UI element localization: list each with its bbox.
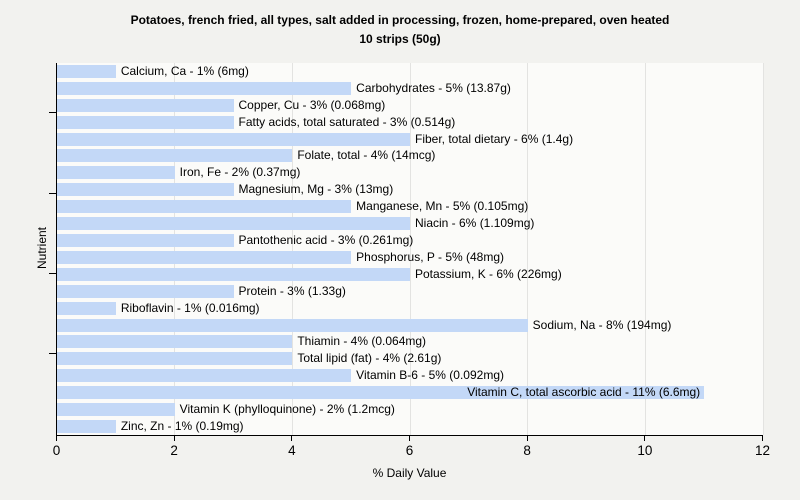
bar-row: Total lipid (fat) - 4% (2.61g) xyxy=(57,350,763,367)
x-tick-mark xyxy=(526,436,528,441)
bar xyxy=(57,64,116,78)
bar-label: Vitamin C, total ascorbic acid - 11% (6.… xyxy=(467,385,701,400)
bar xyxy=(57,234,234,248)
bar xyxy=(57,420,116,434)
bar-label: Pantothenic acid - 3% (0.261mg) xyxy=(238,233,414,248)
x-tick-label: 0 xyxy=(52,443,61,458)
bar xyxy=(57,284,234,298)
bar-row: Protein - 3% (1.33g) xyxy=(57,283,763,300)
x-tick-mark xyxy=(173,436,175,441)
plot-area: Calcium, Ca - 1% (6mg) Carbohydrates - 5%… xyxy=(49,63,764,436)
bar-row: Manganese, Mn - 5% (0.105mg) xyxy=(57,198,763,215)
bar xyxy=(57,132,410,146)
gridline-x-8 xyxy=(527,63,529,435)
x-tick-mark xyxy=(762,436,763,441)
bar-label: Vitamin K (phylloquinone) - 2% (1.2mcg) xyxy=(179,402,395,417)
bar-row: Folate, total - 4% (14mcg) xyxy=(57,148,763,165)
bar-row: Riboflavin - 1% (0.016mg) xyxy=(57,300,763,317)
bar-row: Copper, Cu - 3% (0.068mg) xyxy=(57,97,763,114)
x-tick-label: 2 xyxy=(170,443,178,458)
bar-label: Fiber, total dietary - 6% (1.4g) xyxy=(415,131,574,146)
bar-label: Fatty acids, total saturated - 3% (0.514… xyxy=(238,114,456,129)
bar xyxy=(57,166,175,180)
bar-row: Niacin - 6% (1.109mg) xyxy=(57,215,763,232)
bar-row: Sodium, Na - 8% (194mg) xyxy=(57,317,763,334)
bar xyxy=(57,149,293,163)
y-tick-mark xyxy=(49,193,57,194)
bar-label: Carbohydrates - 5% (13.87g) xyxy=(356,80,511,95)
x-tick-label: 10 xyxy=(637,443,653,458)
bar-label: Manganese, Mn - 5% (0.105mg) xyxy=(356,199,529,214)
bar-label: Folate, total - 4% (14mcg) xyxy=(297,148,436,163)
bar xyxy=(57,369,352,383)
bar-row: Vitamin K (phylloquinone) - 2% (1.2mcg) xyxy=(57,401,763,418)
bar-row: Zinc, Zn - 1% (0.19mg) xyxy=(57,418,763,435)
bar-row: Phosphorus, P - 5% (48mg) xyxy=(57,249,763,266)
bar-label: Potassium, K - 6% (226mg) xyxy=(415,266,562,281)
y-tick-mark xyxy=(49,112,57,113)
bar-row: Calcium, Ca - 1% (6mg) xyxy=(57,63,763,80)
bar-label: Iron, Fe - 2% (0.37mg) xyxy=(179,165,301,180)
bar-label: Thiamin - 4% (0.064mg) xyxy=(297,334,427,349)
bar xyxy=(57,318,528,332)
x-axis-label: % Daily Value xyxy=(372,466,447,480)
gridline-x-12 xyxy=(762,63,764,435)
bar-row: Magnesium, Mg - 3% (13mg) xyxy=(57,181,763,198)
gridline-x-2 xyxy=(174,63,176,435)
gridline-x-10 xyxy=(644,63,646,435)
x-tick-mark xyxy=(409,436,410,441)
bar-row: Potassium, K - 6% (226mg) xyxy=(57,266,763,283)
bar-label: Calcium, Ca - 1% (6mg) xyxy=(120,63,249,78)
x-tick-label: 8 xyxy=(523,443,531,458)
bar-row: Thiamin - 4% (0.064mg) xyxy=(57,334,763,351)
bar-label: Copper, Cu - 3% (0.068mg) xyxy=(238,97,386,112)
bar-row: Pantothenic acid - 3% (0.261mg) xyxy=(57,232,763,249)
chart-subtitle: 10 strips (50g) xyxy=(359,32,441,46)
bar-row: Iron, Fe - 2% (0.37mg) xyxy=(57,164,763,181)
x-axis: 0 2 4 6 8 10 12 xyxy=(52,436,770,462)
bar-row: Carbohydrates - 5% (13.87g) xyxy=(57,80,763,97)
bar-label: Zinc, Zn - 1% (0.19mg) xyxy=(120,419,244,434)
bar-label: Protein - 3% (1.33g) xyxy=(238,283,346,298)
bar-row: Vitamin B-6 - 5% (0.092mg) xyxy=(57,367,763,384)
bar xyxy=(57,81,352,95)
bar xyxy=(57,403,175,417)
y-tick-mark xyxy=(49,273,57,274)
x-tick-label: 12 xyxy=(754,443,771,458)
bar-label: Riboflavin - 1% (0.016mg) xyxy=(120,300,260,315)
bar xyxy=(57,183,234,197)
x-tick-mark xyxy=(644,436,646,441)
bar xyxy=(57,352,293,366)
bar-label: Phosphorus, P - 5% (48mg) xyxy=(356,249,505,264)
bar-row: Vitamin C, total ascorbic acid - 11% (6.… xyxy=(57,384,763,401)
bar-label: Total lipid (fat) - 4% (2.61g) xyxy=(297,351,442,366)
x-tick-label: 4 xyxy=(288,443,296,458)
chart-title: Potatoes, french fried, all types, salt … xyxy=(130,13,670,27)
bar-label: Magnesium, Mg - 3% (13mg) xyxy=(238,182,394,197)
x-tick-mark xyxy=(291,436,293,441)
bar xyxy=(57,386,705,400)
bar xyxy=(57,267,410,281)
gridline-x-4 xyxy=(291,63,293,435)
bar xyxy=(57,335,293,349)
y-axis-label: Nutrient xyxy=(35,226,49,270)
y-tick-mark xyxy=(49,353,57,354)
bar-row: Fatty acids, total saturated - 3% (0.514… xyxy=(57,114,763,131)
bar xyxy=(57,98,234,112)
bar xyxy=(57,250,352,264)
bar xyxy=(57,301,116,315)
x-tick-label: 6 xyxy=(405,443,414,458)
bar-label: Sodium, Na - 8% (194mg) xyxy=(532,317,672,332)
bar-row: Fiber, total dietary - 6% (1.4g) xyxy=(57,131,763,148)
bar xyxy=(57,217,410,231)
gridline-x-6 xyxy=(409,63,411,435)
bar xyxy=(57,115,234,129)
bar-label: Niacin - 6% (1.109mg) xyxy=(415,216,535,231)
x-tick-mark xyxy=(56,436,57,441)
bar-label: Vitamin B-6 - 5% (0.092mg) xyxy=(356,368,504,383)
bar xyxy=(57,200,352,214)
